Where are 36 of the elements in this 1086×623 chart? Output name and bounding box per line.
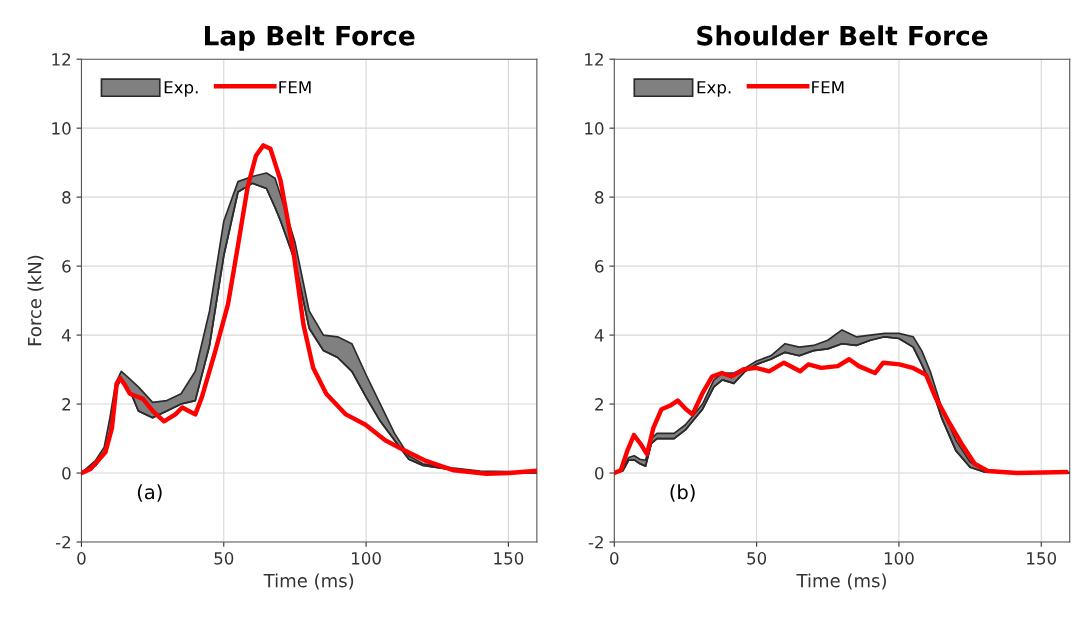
y-axis-title: Force (kN) bbox=[27, 255, 44, 346]
x-tick-label: 150 bbox=[1027, 552, 1057, 565]
y-tick-label: -2 bbox=[55, 535, 71, 549]
x-tick-label: 100 bbox=[352, 552, 381, 565]
line-series bbox=[614, 357, 1069, 476]
y-tick-label: 10 bbox=[52, 122, 71, 135]
legend-label: FEM bbox=[812, 81, 844, 94]
y-tick-label: 12 bbox=[585, 53, 603, 66]
x-tick-label: 50 bbox=[747, 552, 767, 565]
legend-label: FEM bbox=[279, 81, 311, 94]
x-tick-label: 0 bbox=[77, 552, 86, 565]
x-tick-label: 50 bbox=[214, 552, 234, 565]
chart-title: Lap Belt Force bbox=[204, 25, 415, 51]
y-tick-label: 4 bbox=[61, 329, 71, 342]
y-tick-label: 0 bbox=[595, 467, 604, 480]
legend-label: Exp. bbox=[697, 81, 731, 97]
y-tick-label: 6 bbox=[62, 260, 71, 273]
annotation: (a) bbox=[137, 484, 162, 502]
y-tick-label: 8 bbox=[595, 191, 604, 204]
x-axis-title: Time (ms) bbox=[796, 573, 886, 590]
y-tick-label: 8 bbox=[62, 191, 71, 204]
y-tick-label: 2 bbox=[595, 398, 603, 411]
y-tick-label: -2 bbox=[588, 535, 603, 549]
x-axis-title: Time (ms) bbox=[263, 573, 354, 590]
y-tick-label: 2 bbox=[62, 398, 71, 411]
legend-label: Exp. bbox=[164, 81, 198, 97]
x-tick-label: 150 bbox=[494, 552, 524, 565]
x-tick-label: 0 bbox=[610, 552, 619, 565]
y-tick-label: 10 bbox=[585, 122, 604, 135]
y-tick-label: 4 bbox=[594, 329, 604, 342]
y-tick-label: 12 bbox=[52, 53, 71, 66]
chart-title: Shoulder Belt Force bbox=[697, 25, 988, 46]
y-tick-label: 0 bbox=[62, 467, 71, 480]
x-tick-label: 100 bbox=[884, 552, 914, 565]
annotation: (b) bbox=[670, 484, 695, 502]
y-tick-label: 6 bbox=[595, 260, 604, 273]
